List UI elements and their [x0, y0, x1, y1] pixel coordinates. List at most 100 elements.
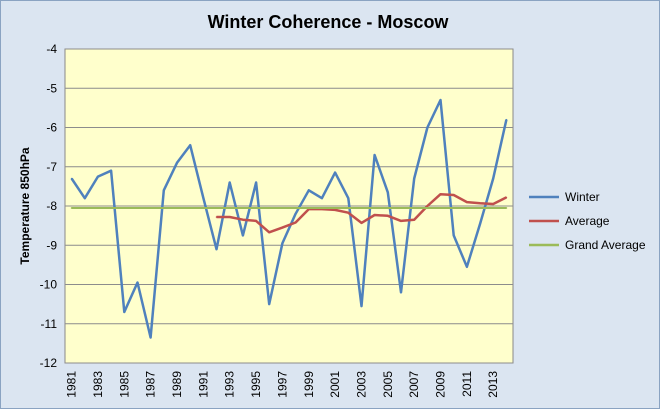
data-point — [136, 281, 139, 284]
data-point — [255, 220, 257, 222]
data-point — [492, 207, 495, 209]
series-grand-average — [70, 207, 508, 209]
data-point — [334, 171, 336, 174]
data-point — [110, 207, 112, 209]
data-point — [83, 197, 86, 199]
data-point — [228, 216, 231, 218]
x-tick-label: 2001 — [328, 371, 342, 398]
data-point — [479, 222, 481, 225]
y-axis-ticks: -4 -5 -6 -7 -8 -9 -10 -11 -12 — [40, 42, 58, 370]
data-point — [70, 177, 73, 180]
series-layer — [70, 98, 508, 339]
data-point — [360, 222, 363, 224]
legend-label: Average — [565, 214, 610, 228]
data-point — [387, 191, 389, 194]
data-point — [242, 207, 244, 209]
x-axis-ticks: 1981 1983 1985 1987 1989 1991 1993 1995 1997 1999… — [65, 371, 501, 398]
data-point — [373, 154, 376, 156]
data-point — [439, 193, 442, 196]
x-tick-label: 1987 — [144, 371, 158, 398]
data-point — [360, 207, 363, 209]
data-point — [228, 207, 231, 209]
data-point — [268, 207, 271, 209]
data-point — [255, 207, 257, 209]
data-point — [439, 99, 442, 101]
data-point — [123, 207, 126, 209]
legend-label: Grand Average — [565, 238, 646, 252]
x-tick-label: 1989 — [170, 371, 184, 398]
gridlines — [65, 48, 513, 364]
data-point — [466, 207, 468, 209]
data-point — [163, 207, 165, 209]
legend-label: Winter — [565, 190, 600, 204]
data-point — [505, 196, 508, 199]
data-point — [228, 181, 231, 184]
data-point — [294, 213, 297, 215]
x-tick-label: 1995 — [249, 371, 263, 398]
y-tick-label: -5 — [46, 81, 57, 95]
data-point — [413, 218, 415, 221]
data-point — [176, 162, 178, 164]
x-tick-label: 1985 — [117, 371, 131, 398]
data-point — [294, 221, 297, 224]
data-point — [281, 242, 284, 245]
data-point — [321, 197, 323, 199]
data-point — [110, 169, 112, 172]
y-tick-label: -11 — [41, 317, 58, 331]
data-point — [176, 207, 178, 209]
y-axis-title: Temperature 850hPa — [18, 147, 32, 264]
data-point — [202, 197, 205, 199]
legend-item: Winter — [529, 190, 600, 204]
data-point — [97, 175, 99, 178]
legend: Winter Average Grand Average — [529, 190, 646, 252]
data-point — [400, 220, 402, 222]
data-point — [321, 207, 323, 209]
x-tick-label: 2003 — [354, 371, 368, 398]
data-point — [202, 207, 205, 209]
data-point — [360, 305, 363, 307]
x-tick-label: 1983 — [91, 371, 105, 398]
x-tick-label: 1991 — [196, 371, 210, 398]
data-point — [149, 336, 152, 339]
series-winter — [70, 98, 508, 339]
data-point — [97, 207, 99, 209]
y-tick-label: -7 — [46, 160, 57, 174]
data-point — [215, 207, 218, 209]
data-point — [307, 189, 310, 192]
y-tick-label: -6 — [46, 121, 57, 135]
data-point — [413, 177, 415, 180]
data-point — [334, 209, 336, 211]
data-point — [123, 311, 126, 313]
data-point — [307, 207, 310, 209]
data-point — [189, 144, 191, 146]
data-point — [452, 234, 455, 237]
legend-item: Average — [529, 214, 610, 228]
data-point — [255, 181, 257, 184]
data-point — [505, 207, 508, 209]
data-point — [492, 177, 495, 180]
data-point — [479, 202, 481, 205]
data-point — [373, 207, 376, 209]
data-point — [281, 226, 284, 229]
data-point — [413, 207, 415, 209]
x-tick-label: 2013 — [486, 371, 500, 398]
data-point — [452, 194, 455, 196]
data-point — [387, 215, 389, 217]
data-point — [426, 126, 429, 129]
data-point — [347, 207, 350, 209]
data-point — [149, 207, 152, 209]
data-point — [466, 266, 468, 268]
data-point — [387, 207, 389, 209]
data-point — [215, 216, 218, 218]
data-point — [215, 248, 218, 250]
data-point — [479, 207, 481, 209]
x-tick-label: 2009 — [434, 371, 448, 398]
data-point — [452, 207, 455, 209]
data-point — [439, 207, 442, 209]
data-point — [492, 203, 495, 205]
data-point — [466, 201, 468, 203]
chart-title: Winter Coherence - Moscow — [208, 12, 450, 32]
x-tick-label: 1981 — [65, 371, 79, 398]
